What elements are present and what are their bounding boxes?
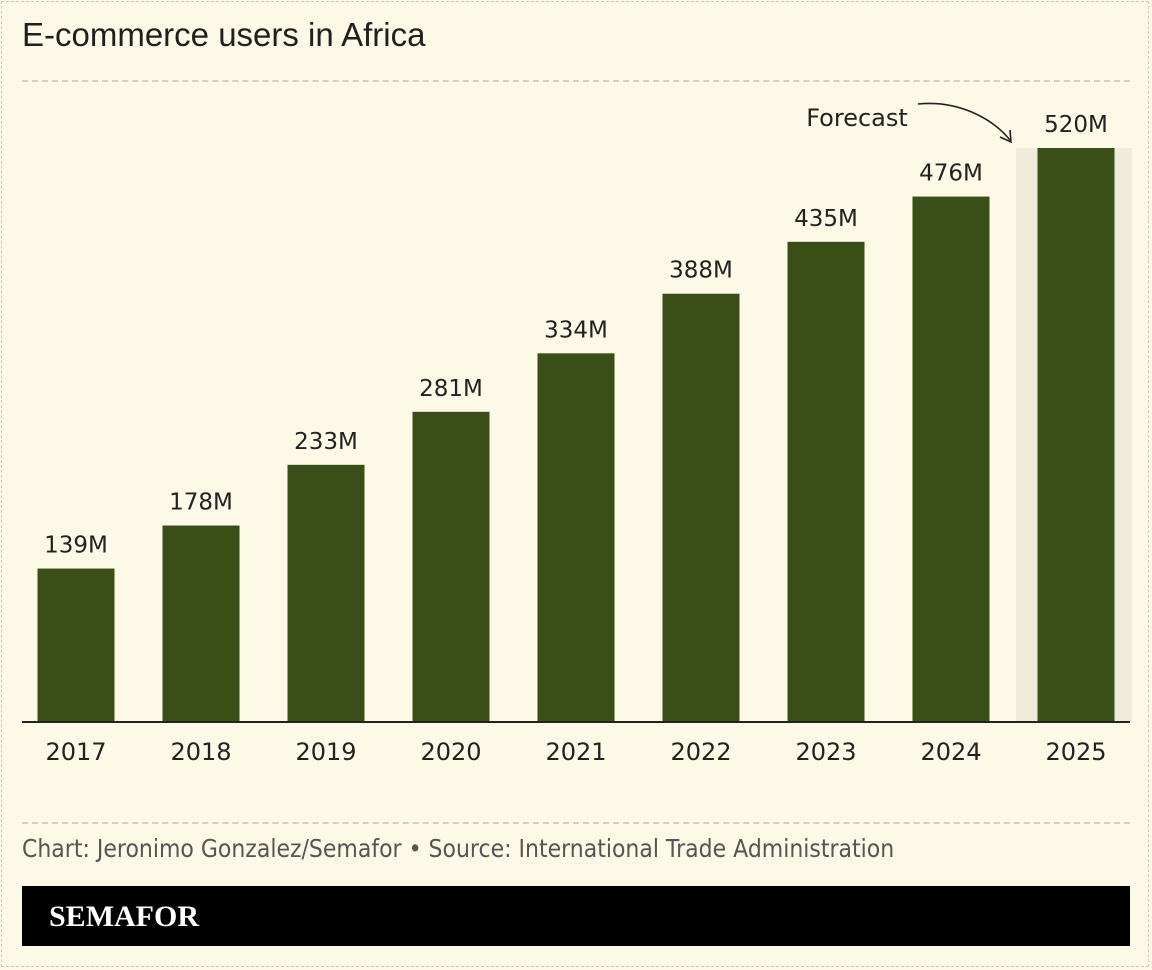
value-label-2018: 178M [169,490,233,516]
x-tick-label-2025: 2025 [1045,738,1106,766]
x-tick-label-2022: 2022 [670,738,731,766]
x-tick-label-2018: 2018 [170,738,231,766]
bar-2020 [412,411,490,722]
x-tick-label-2019: 2019 [295,738,356,766]
value-label-2024: 476M [919,161,983,187]
bar-2019 [287,464,365,722]
bar-chart: 139M 2017 178M 2018 233M 2019 281M 2020 334M 2021… [22,102,1132,766]
x-tick-label-2024: 2024 [920,738,981,766]
source-credit: Chart: Jeronimo Gonzalez/Semafor • Sourc… [22,834,895,863]
chart-title: E-commerce users in Africa [22,16,426,53]
bar-2018 [162,525,240,722]
bar-2022 [662,293,740,722]
value-label-2019: 233M [294,429,358,455]
x-tick-label-2023: 2023 [795,738,856,766]
brand-bar: SEMAFOR [22,886,1130,946]
x-tick-label-2021: 2021 [545,738,606,766]
footer-divider [22,822,1130,824]
bar-2017 [37,568,115,722]
brand-logo: SEMAFOR [49,900,199,933]
value-label-2017: 139M [44,533,108,559]
bar-2021 [537,353,615,722]
forecast-annotation: Forecast [806,104,908,132]
title-divider [22,80,1130,82]
value-label-2022: 388M [669,258,733,284]
value-label-2025: 520M [1044,112,1108,138]
value-label-2023: 435M [794,206,858,232]
bar-2024 [912,196,990,723]
x-tick-label-2020: 2020 [420,738,481,766]
forecast-arrow-icon [917,102,1011,141]
forecast-arrowhead-icon [999,129,1012,144]
bar-2025 [1037,148,1115,722]
value-label-2020: 281M [419,376,483,402]
value-label-2021: 334M [544,317,608,343]
bar-2023 [787,241,865,723]
x-tick-label-2017: 2017 [45,738,106,766]
